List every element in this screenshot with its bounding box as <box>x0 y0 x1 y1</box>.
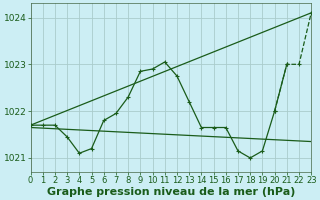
X-axis label: Graphe pression niveau de la mer (hPa): Graphe pression niveau de la mer (hPa) <box>47 187 295 197</box>
